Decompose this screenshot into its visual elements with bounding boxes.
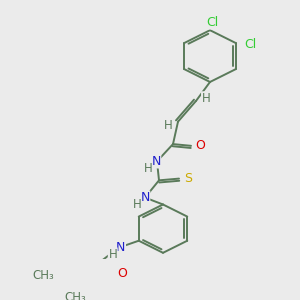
- Text: H: H: [108, 248, 117, 261]
- Text: H: H: [144, 162, 152, 175]
- Text: N: N: [116, 241, 125, 254]
- Text: S: S: [184, 172, 192, 185]
- Text: Cl: Cl: [206, 16, 218, 29]
- Text: Cl: Cl: [244, 38, 256, 51]
- Text: CH₃: CH₃: [32, 269, 54, 282]
- Text: N: N: [140, 191, 150, 204]
- Text: N: N: [151, 155, 161, 168]
- Text: H: H: [164, 118, 172, 132]
- Text: H: H: [202, 92, 210, 105]
- Text: H: H: [133, 198, 141, 211]
- Text: CH₃: CH₃: [64, 291, 86, 300]
- Text: O: O: [195, 139, 205, 152]
- Text: O: O: [117, 267, 127, 280]
